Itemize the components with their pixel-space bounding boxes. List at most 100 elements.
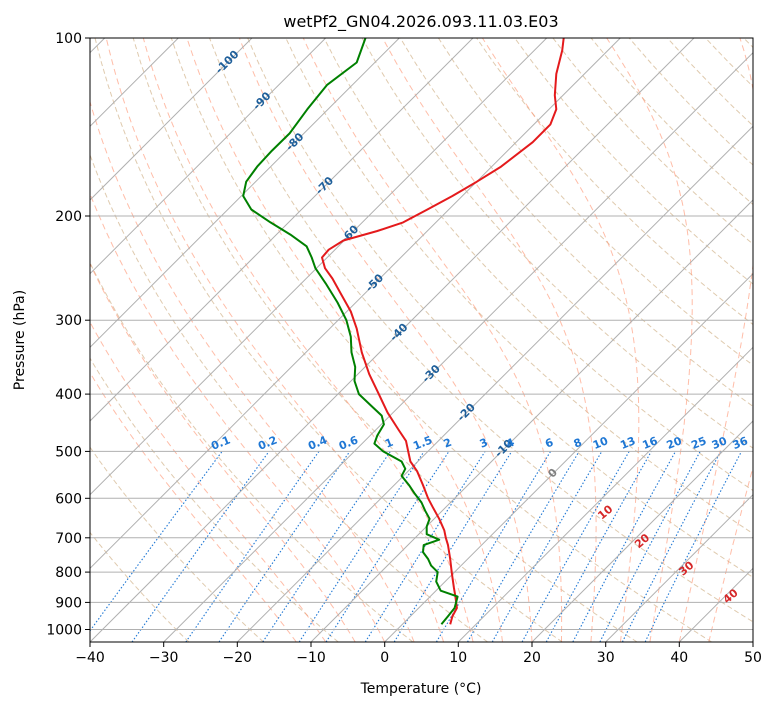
mixing-ratio-line xyxy=(185,451,320,642)
x-tick-label: 20 xyxy=(523,650,541,666)
dry-adiabat-line xyxy=(170,38,712,642)
mixing-ratio-label: 16 xyxy=(640,434,659,452)
y-tick-label: 500 xyxy=(55,444,82,460)
plot-area: -100-90-80-70-60-50-40-30-20-100 1020304… xyxy=(90,38,753,642)
moist-adiabat-line xyxy=(678,38,753,642)
mixing-ratio-label: 30 xyxy=(710,434,729,452)
isotherm-line xyxy=(90,38,400,349)
y-tick-label: 1000 xyxy=(46,623,82,639)
isotherm-line xyxy=(90,38,695,642)
moist-adiabat-line xyxy=(606,38,693,642)
mixing-ratio-label: 1 xyxy=(383,436,395,451)
mixing-ratio-label: 13 xyxy=(618,434,637,452)
mixing-ratio-line xyxy=(298,451,425,642)
x-axis-ticks: −40 −30 −20 −10 0 10 20 30 40 50 xyxy=(75,642,762,666)
mixing-ratio-line xyxy=(90,451,223,632)
sounding-series xyxy=(242,38,565,625)
moist-adiabat-line xyxy=(105,38,445,642)
dry-adiabat-line xyxy=(90,446,264,642)
dewpoint-line xyxy=(242,38,459,625)
dry-adiabat-line xyxy=(399,38,753,408)
y-tick-label: 600 xyxy=(55,491,82,507)
isotherms xyxy=(90,38,753,642)
dry-adiabat-line xyxy=(94,38,563,642)
mixing-ratio-label: 8 xyxy=(572,436,584,451)
isotherm-line xyxy=(236,125,753,642)
moist-adiabat-line xyxy=(142,38,474,642)
mixing-ratio-line xyxy=(621,451,722,642)
dry-adiabat-line xyxy=(90,153,488,642)
isotherm-line xyxy=(531,420,753,642)
mixing-ratio-line xyxy=(325,451,450,642)
mixing-ratio-line xyxy=(262,451,391,642)
y-tick-label: 900 xyxy=(55,595,82,611)
y-tick-label: 800 xyxy=(55,565,82,581)
mixing-ratio-label: 10 xyxy=(591,434,610,452)
mixing-ratio-label: 2 xyxy=(442,436,454,451)
moist-adiabat-line xyxy=(708,465,753,642)
moist-adiabat-line xyxy=(302,38,563,642)
x-tick-label: −40 xyxy=(75,650,105,666)
dry-adiabat-line xyxy=(132,38,638,642)
y-tick-label: 200 xyxy=(55,209,82,225)
moist-adiabat-line xyxy=(90,371,297,642)
y-tick-label: 100 xyxy=(55,31,82,47)
x-tick-label: 10 xyxy=(449,650,467,666)
x-tick-label: 40 xyxy=(670,650,688,666)
x-tick-label: 50 xyxy=(744,650,762,666)
y-tick-label: 400 xyxy=(55,387,82,403)
moist-adiabat-line xyxy=(382,38,597,642)
mixing-ratio-line xyxy=(599,451,701,642)
isotherm-line xyxy=(310,199,753,642)
y-axis-label: Pressure (hPa) xyxy=(12,290,28,390)
temperature-line xyxy=(321,38,565,625)
dry-adiabat-line xyxy=(90,357,339,642)
mixing-ratio-line xyxy=(218,451,351,642)
isotherm-line xyxy=(90,38,548,496)
y-tick-label: 700 xyxy=(55,531,82,547)
mixing-ratio-label: 36 xyxy=(731,434,750,452)
moist-adiabats xyxy=(90,38,753,642)
isotherm-line xyxy=(457,346,753,642)
mixing-ratio-label: 3 xyxy=(478,436,490,451)
mixing-ratio-line xyxy=(393,451,513,642)
isotherm-line xyxy=(90,38,327,275)
mixing-ratio-label: 25 xyxy=(689,434,708,452)
moist-adiabat-line xyxy=(186,38,503,642)
plot-frame xyxy=(89,37,754,643)
dry-adiabats xyxy=(90,38,753,642)
isotherm-line xyxy=(384,272,753,642)
x-tick-label: −30 xyxy=(149,650,179,666)
moist-adiabat-line xyxy=(481,38,640,642)
dry-adiabat-line xyxy=(437,38,753,366)
mixing-ratio-label: 20 xyxy=(665,434,684,452)
isotherm-line xyxy=(605,493,753,642)
mixing-ratio-line xyxy=(545,451,652,642)
x-tick-label: −20 xyxy=(223,650,253,666)
moist-adiabat-line xyxy=(90,321,327,642)
isotherm-line xyxy=(90,38,621,570)
moist-adiabat-line xyxy=(90,192,386,642)
mixing-ratio-line xyxy=(644,451,742,642)
x-axis-label: Temperature (°C) xyxy=(360,681,482,697)
mixing-ratio-line xyxy=(364,451,486,642)
mixing-ratio-line xyxy=(435,451,552,642)
mixing-ratio-line xyxy=(521,451,630,642)
mixing-ratio-line xyxy=(131,451,270,642)
mixing-ratio-line xyxy=(572,451,676,642)
mixing-ratio-lines xyxy=(90,451,742,642)
y-axis-ticks: 100 200 300 400 500 600 700 800 900 1000 xyxy=(46,31,90,639)
dry-adiabat-line xyxy=(514,38,753,285)
moist-adiabat-line xyxy=(90,262,356,642)
dry-adiabat-line xyxy=(90,531,190,642)
isotherm-line xyxy=(90,38,253,201)
dry-adiabat-line xyxy=(247,38,753,578)
dry-adiabat-line xyxy=(323,38,753,492)
y-tick-label: 300 xyxy=(55,313,82,329)
dry-adiabat-line xyxy=(209,38,753,623)
x-tick-label: 30 xyxy=(597,650,615,666)
isotherm-line xyxy=(163,51,753,642)
x-tick-label: 0 xyxy=(380,650,389,666)
